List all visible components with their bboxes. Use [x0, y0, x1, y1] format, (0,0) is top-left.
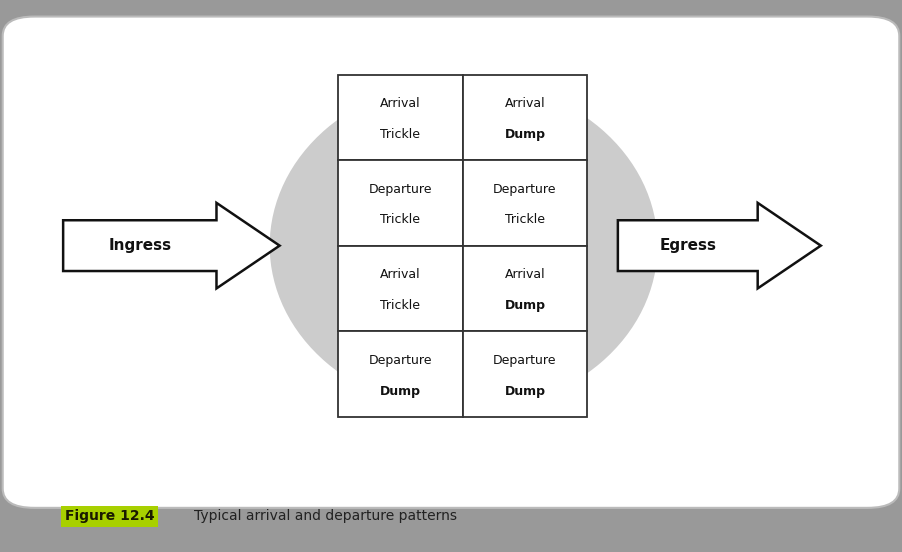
Text: Departure: Departure	[369, 354, 432, 367]
Text: Dump: Dump	[504, 299, 546, 312]
Text: Typical arrival and departure patterns: Typical arrival and departure patterns	[194, 509, 457, 523]
Text: Ingress: Ingress	[108, 238, 171, 253]
Text: Arrival: Arrival	[380, 97, 421, 110]
Text: Figure 12.4: Figure 12.4	[65, 509, 154, 523]
Text: Trickle: Trickle	[381, 128, 420, 141]
Ellipse shape	[270, 80, 658, 411]
Text: Departure: Departure	[493, 354, 557, 367]
FancyBboxPatch shape	[3, 17, 899, 508]
Text: Departure: Departure	[369, 183, 432, 195]
FancyBboxPatch shape	[463, 246, 587, 331]
FancyBboxPatch shape	[338, 75, 463, 160]
Text: Egress: Egress	[659, 238, 716, 253]
FancyBboxPatch shape	[463, 160, 587, 246]
FancyBboxPatch shape	[338, 246, 463, 331]
Text: Dump: Dump	[380, 385, 421, 397]
Text: Trickle: Trickle	[381, 214, 420, 226]
FancyArrow shape	[618, 203, 821, 288]
Text: Departure: Departure	[493, 183, 557, 195]
Text: Trickle: Trickle	[381, 299, 420, 312]
FancyBboxPatch shape	[338, 160, 463, 246]
Text: Arrival: Arrival	[504, 268, 546, 281]
Text: Arrival: Arrival	[380, 268, 421, 281]
FancyBboxPatch shape	[338, 331, 463, 417]
Text: Dump: Dump	[504, 385, 546, 397]
FancyBboxPatch shape	[463, 75, 587, 160]
FancyArrow shape	[63, 203, 280, 288]
Text: Arrival: Arrival	[504, 97, 546, 110]
Text: Dump: Dump	[504, 128, 546, 141]
FancyBboxPatch shape	[463, 331, 587, 417]
Text: Trickle: Trickle	[505, 214, 545, 226]
